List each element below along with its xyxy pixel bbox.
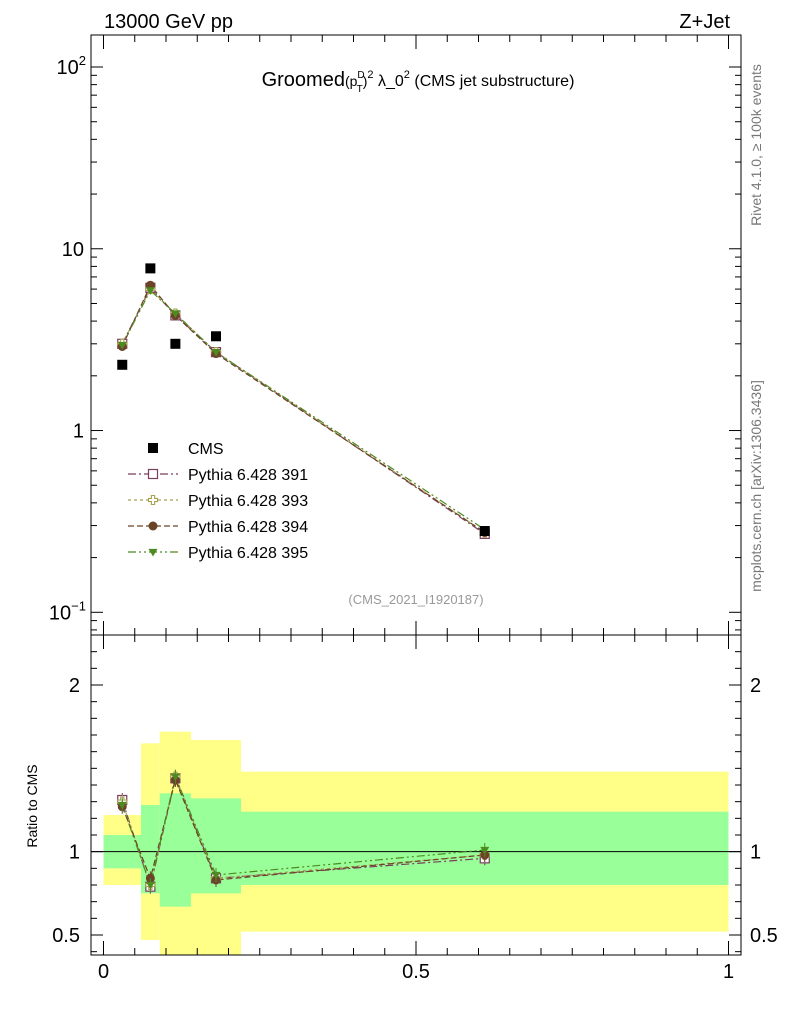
title-close: )	[363, 73, 368, 89]
cms-data-point	[145, 263, 156, 274]
legend-marker	[148, 548, 158, 557]
title-sup-d: D	[357, 70, 364, 81]
ratio-series-point	[480, 846, 490, 855]
ratio-series-point	[211, 871, 221, 880]
title-lambda: λ_0	[374, 73, 404, 90]
energy-label: 13000 GeV pp	[104, 11, 233, 33]
legend-label: Pythia 6.428 394	[188, 519, 308, 536]
chart-title: Groomed(pD T)2 λ_02 (CMS jet substructure…	[262, 69, 575, 95]
main-y-tick-label: 102	[57, 53, 86, 79]
legend: CMS Pythia 6.428 391 Pythia 6.428 393 Pythi…	[128, 441, 308, 562]
ratio-y-tick-label-left: 1	[69, 842, 80, 864]
ratio-y-axis-label: Ratio to CMS	[24, 764, 40, 847]
x-tick-label: 1	[723, 961, 734, 983]
process-label: Z+Jet	[679, 11, 730, 33]
legend-marker	[147, 494, 159, 506]
title-p: (p	[345, 73, 358, 89]
title-sup-2: 2	[367, 69, 373, 81]
cms-data-point	[211, 331, 221, 342]
legend-marker	[147, 468, 159, 480]
main-y-tick-label: 10	[62, 239, 84, 261]
legend-label: Pythia 6.428 395	[188, 545, 308, 562]
legend-label: Pythia 6.428 391	[188, 467, 308, 484]
main-y-tick-label: 10−1	[49, 598, 86, 624]
band-inner-bin	[159, 793, 191, 907]
cms-data-point	[117, 359, 128, 370]
cms-data-point	[479, 526, 490, 537]
main-series-point	[117, 341, 127, 350]
ratio-y-tick-label-right: 0.5	[750, 925, 778, 947]
title-sub-t: T	[357, 84, 363, 95]
title-lambda-sup: 2	[404, 69, 410, 81]
cms-data-points	[117, 263, 490, 537]
main-series-point	[170, 310, 180, 319]
axis-ticks	[91, 35, 741, 955]
rivet-version-label: Rivet 4.1.0, ≥ 100k events	[748, 64, 764, 226]
main-series-point	[211, 348, 221, 357]
cms-data-point	[170, 338, 181, 349]
ratio-series-group	[117, 769, 490, 894]
ratio-series-point	[145, 881, 155, 890]
x-tick-label: 0	[98, 961, 109, 983]
legend-cms-marker	[148, 443, 158, 453]
ratio-uncertainty-band-inner	[103, 793, 729, 907]
x-tick-label: 0.5	[402, 961, 430, 983]
title-prefix: Groomed	[262, 69, 345, 91]
title-suffix: (CMS jet substructure)	[410, 73, 574, 90]
legend-marker	[148, 521, 158, 531]
ratio-y-tick-label-left: 0.5	[52, 925, 80, 947]
ratio-series-point	[117, 801, 127, 810]
ratio-series-point	[170, 773, 180, 782]
legend-label: Pythia 6.428 393	[188, 493, 308, 510]
ratio-y-tick-label-right: 2	[750, 675, 761, 697]
ratio-y-tick-label-right: 1	[750, 842, 761, 864]
main-y-tick-label: 1	[73, 421, 84, 443]
legend-cms-label: CMS	[188, 441, 224, 458]
main-series-point	[145, 287, 155, 295]
mcplots-label: mcplots.cern.ch [arXiv:1306.3436]	[748, 380, 764, 592]
ratio-y-tick-label-left: 2	[69, 675, 80, 697]
analysis-tag: (CMS_2021_I1920187)	[348, 592, 483, 607]
axis-tick-labels: 10−1 1 10 102 0.5 0.5 1 1 2 2 0 0.5 1	[49, 53, 778, 983]
ratio-series-line	[121, 776, 485, 889]
